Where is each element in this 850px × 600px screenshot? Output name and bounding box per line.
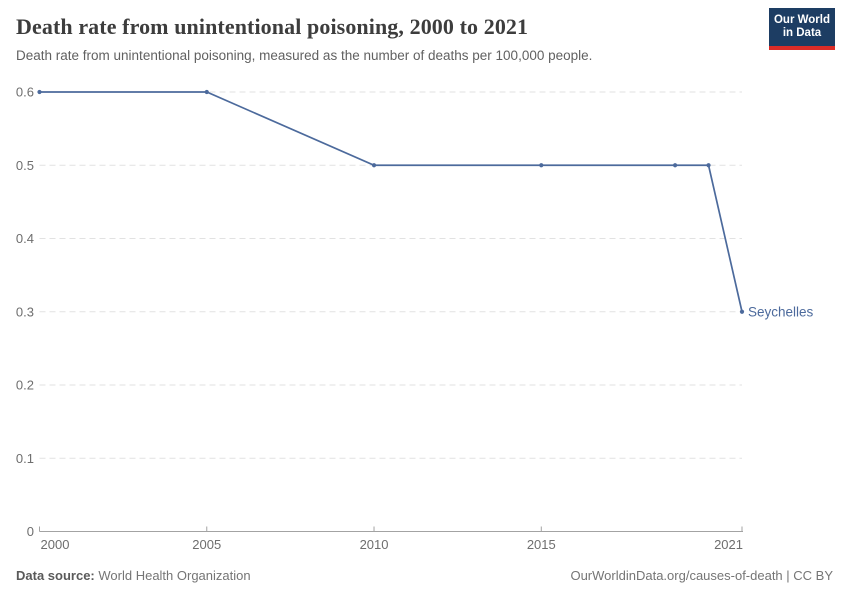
data-point-2015[interactable] bbox=[539, 163, 544, 168]
y-axis-label: 0.6 bbox=[16, 85, 34, 100]
x-axis-label-2015: 2015 bbox=[527, 537, 556, 552]
y-axis-label: 0.4 bbox=[16, 231, 34, 246]
entity-label-seychelles[interactable]: Seychelles bbox=[748, 304, 814, 319]
data-source-value: World Health Organization bbox=[98, 568, 251, 583]
x-axis-label-2005: 2005 bbox=[192, 537, 221, 552]
data-source-label: Data source: bbox=[16, 568, 95, 583]
y-axis-label: 0.1 bbox=[16, 451, 34, 466]
data-point-2021[interactable] bbox=[739, 309, 745, 314]
chart-subtitle: Death rate from unintentional poisoning,… bbox=[16, 48, 593, 63]
data-point-2005[interactable] bbox=[204, 89, 209, 95]
data-point-2020[interactable] bbox=[706, 163, 711, 168]
chart-footer: Data source: World Health Organization O… bbox=[16, 568, 833, 583]
owid-logo: Our World in Data bbox=[769, 8, 835, 50]
y-axis-label: 0.5 bbox=[16, 158, 34, 173]
y-axis-label: 0.3 bbox=[16, 304, 34, 319]
owid-logo-line1: Our World bbox=[773, 14, 830, 26]
data-point-2000[interactable] bbox=[37, 89, 42, 95]
y-axis-label: 0 bbox=[27, 524, 34, 539]
series-line-seychelles[interactable] bbox=[39, 91, 743, 312]
chart-title: Death rate from unintentional poisoning,… bbox=[16, 14, 529, 39]
x-axis-label-2000: 2000 bbox=[41, 537, 70, 552]
chart-header: Death rate from unintentional poisoning,… bbox=[16, 13, 755, 64]
x-axis-label-2010: 2010 bbox=[360, 537, 389, 552]
owid-logo-line2: in Data bbox=[782, 27, 822, 39]
data-source: Data source: World Health Organization bbox=[16, 568, 251, 583]
credit-link[interactable]: OurWorldinData.org/causes-of-death | CC … bbox=[570, 568, 833, 583]
data-point-2019[interactable] bbox=[672, 163, 678, 168]
y-axis-label: 0.2 bbox=[16, 378, 34, 393]
data-point-2010[interactable] bbox=[371, 163, 377, 168]
x-axis-label-2021: 2021 bbox=[714, 537, 743, 552]
